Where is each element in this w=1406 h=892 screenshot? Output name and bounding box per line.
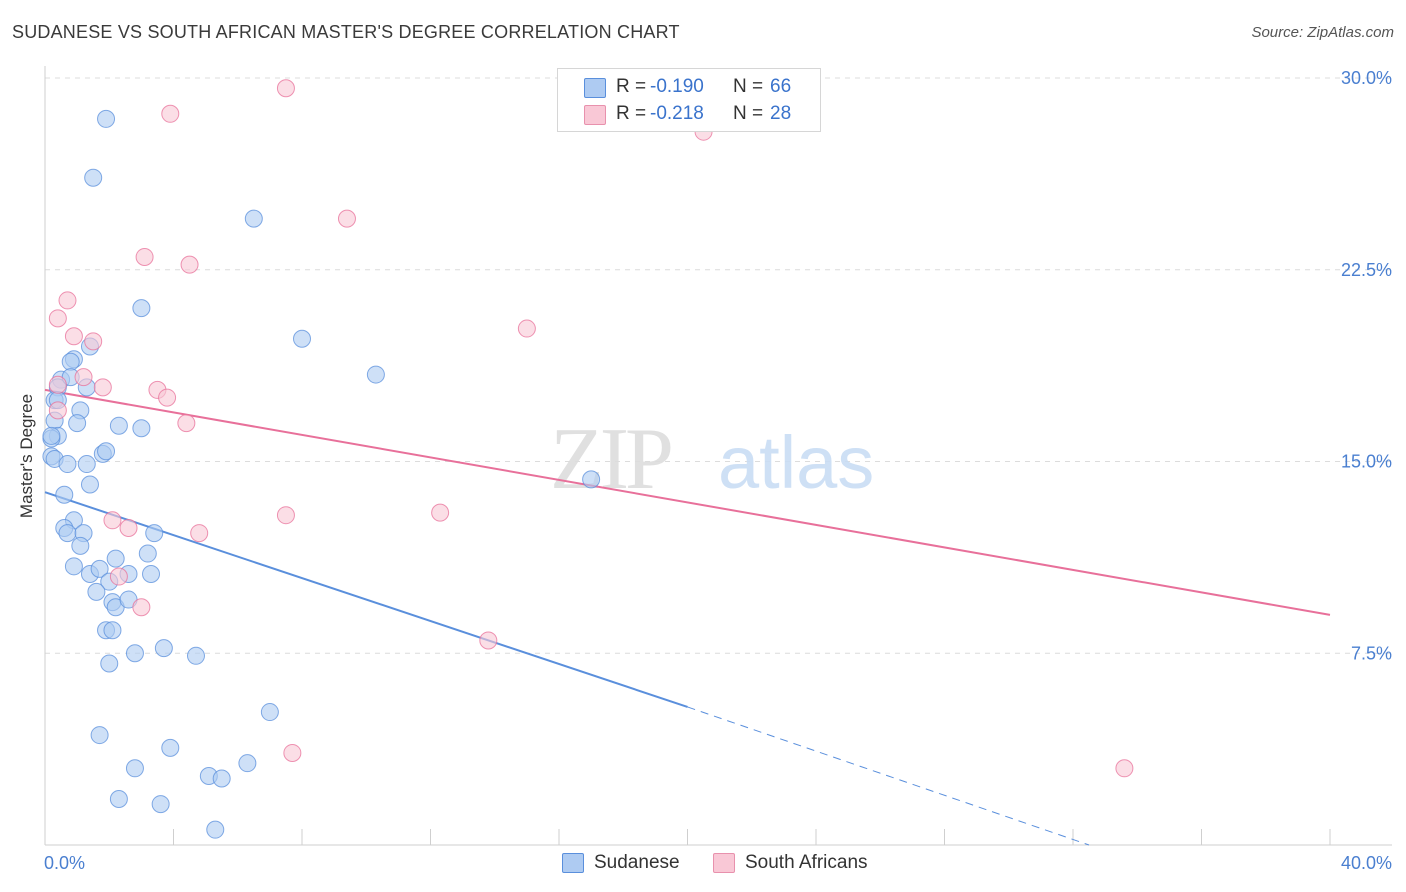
point-south-africans (109, 567, 128, 586)
bottom-legend-swatch-sudanese (562, 853, 584, 873)
point-sudanese (58, 455, 77, 474)
legend-swatch-south-africans (584, 105, 606, 125)
point-south-africans (74, 368, 93, 387)
point-south-africans (177, 414, 196, 433)
point-sudanese (84, 168, 103, 187)
point-south-africans (1115, 759, 1134, 778)
y-tick-label: 15.0% (1341, 452, 1392, 472)
point-sudanese (61, 352, 80, 371)
point-sudanese (58, 524, 77, 543)
point-south-africans (58, 291, 77, 310)
point-sudanese (103, 621, 122, 640)
point-sudanese (161, 738, 180, 757)
point-sudanese (125, 759, 144, 778)
point-sudanese (97, 442, 116, 461)
y-tick-label: 30.0% (1341, 68, 1392, 88)
x-tick-label-max: 40.0% (1341, 853, 1392, 873)
point-sudanese (87, 582, 106, 601)
point-sudanese (238, 754, 257, 773)
point-sudanese (186, 646, 205, 665)
point-sudanese (212, 769, 231, 788)
point-south-africans (479, 631, 498, 650)
point-sudanese (90, 559, 109, 578)
watermark: ZIP atlas (550, 411, 874, 508)
trend-lines (44, 388, 1331, 846)
legend-r-label: R = (616, 103, 647, 124)
watermark-zip: ZIP (550, 411, 671, 508)
chart-title: SUDANESE VS SOUTH AFRICAN MASTER'S DEGRE… (12, 22, 680, 42)
x-tick-label-min: 0.0% (44, 853, 85, 873)
point-south-africans (276, 79, 295, 98)
legend-swatch-sudanese (584, 78, 606, 98)
point-south-africans (119, 518, 138, 537)
legend-n-value: 28 (770, 103, 792, 124)
point-sudanese (293, 329, 311, 348)
point-sudanese (42, 426, 61, 445)
point-sudanese (366, 365, 385, 384)
point-sudanese (64, 557, 83, 576)
point-south-africans (517, 319, 536, 338)
legend-r-label: R = (616, 76, 647, 97)
point-sudanese (132, 299, 151, 318)
y-tick-label: 7.5% (1351, 643, 1392, 663)
trend-line-south-africans (44, 388, 1331, 616)
point-sudanese (244, 209, 263, 228)
point-sudanese (106, 549, 125, 568)
point-south-africans (48, 309, 67, 328)
bottom-legend-label-sudanese: Sudanese (594, 852, 680, 873)
point-sudanese (151, 795, 170, 814)
tick-labels: 7.5% 15.0% 22.5% 30.0% 0.0% 40.0% (44, 68, 1392, 873)
point-south-africans (48, 375, 67, 394)
point-sudanese (260, 703, 279, 722)
point-south-africans (337, 209, 356, 228)
point-sudanese (68, 414, 87, 433)
y-axis-title: Master's Degree (17, 394, 36, 518)
point-sudanese (97, 109, 116, 128)
trend-line-extension-sudanese (687, 706, 1090, 846)
point-sudanese (206, 820, 225, 839)
point-sudanese (142, 564, 161, 583)
point-sudanese (90, 726, 109, 745)
point-south-africans (180, 255, 199, 274)
point-south-africans (64, 327, 83, 346)
point-south-africans (135, 247, 154, 266)
point-south-africans (190, 524, 209, 543)
point-south-africans (431, 503, 450, 522)
point-sudanese (77, 455, 96, 474)
bottom-legend-swatch-south-africans (713, 853, 735, 873)
point-sudanese (582, 470, 601, 489)
point-sudanese (125, 644, 144, 663)
point-sudanese (132, 419, 151, 438)
point-sudanese (80, 475, 99, 494)
point-south-africans (103, 511, 122, 530)
watermark-atlas: atlas (718, 421, 874, 504)
point-south-africans (84, 332, 103, 351)
y-tick-label: 22.5% (1341, 260, 1392, 280)
point-sudanese (109, 789, 128, 808)
point-south-africans (132, 598, 151, 617)
legend: R = -0.190 N = 66 R = -0.218 N = 28 (557, 68, 821, 132)
point-sudanese (71, 536, 90, 555)
legend-r-value: -0.190 (650, 76, 704, 97)
point-south-africans (161, 104, 180, 123)
point-south-africans (93, 378, 112, 397)
point-sudanese (145, 524, 164, 543)
point-sudanese (100, 654, 119, 673)
point-sudanese (109, 416, 128, 435)
point-sudanese (154, 639, 173, 658)
legend-n-label: N = (733, 76, 764, 97)
point-south-africans (158, 388, 177, 407)
legend-n-label: N = (733, 103, 764, 124)
legend-n-value: 66 (770, 76, 792, 97)
bottom-legend-label-south-africans: South Africans (745, 852, 868, 873)
source-label: Source: ZipAtlas.com (1251, 24, 1394, 41)
grid-lines (45, 77, 1392, 654)
point-sudanese (55, 485, 74, 504)
point-south-africans (48, 401, 67, 420)
point-south-africans (283, 743, 302, 762)
point-sudanese (138, 544, 157, 563)
legend-r-value: -0.218 (650, 103, 704, 124)
point-south-africans (276, 506, 295, 525)
